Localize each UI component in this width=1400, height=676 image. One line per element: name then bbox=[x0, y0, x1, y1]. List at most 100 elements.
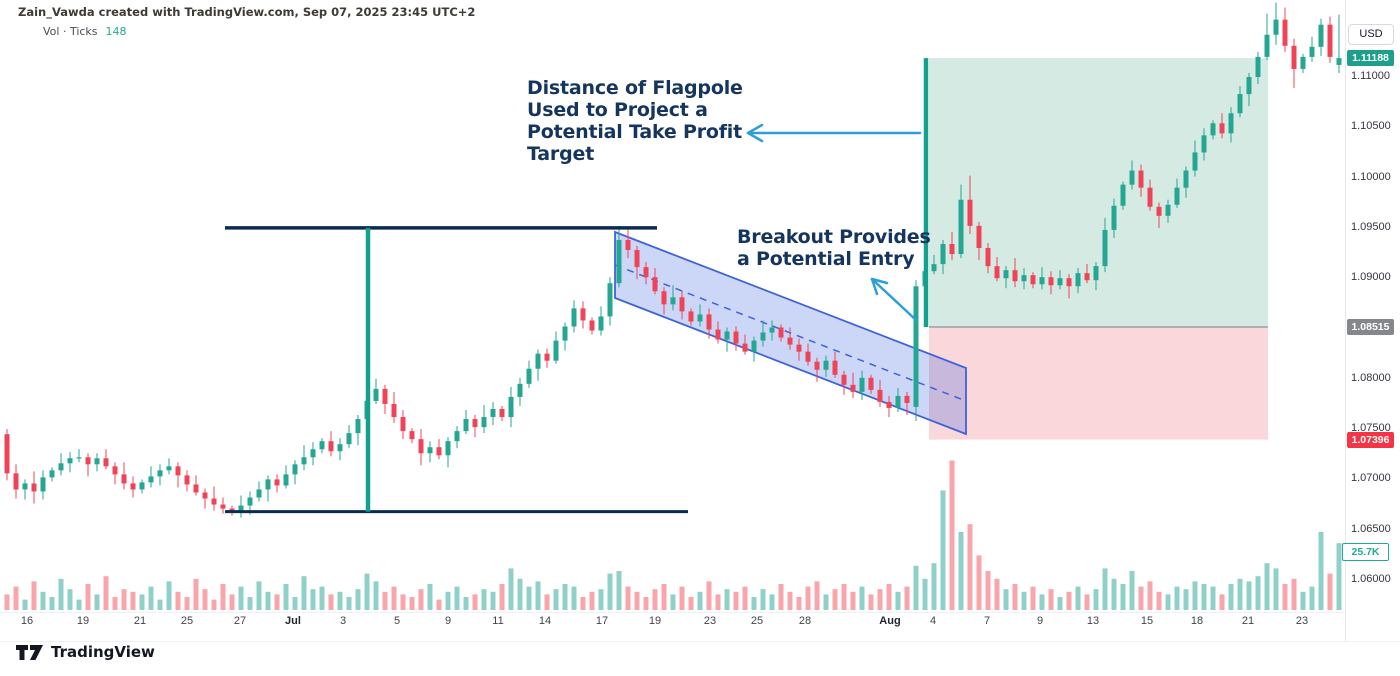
volume-bar bbox=[454, 586, 460, 610]
candle-body bbox=[1210, 123, 1216, 136]
volume-bar bbox=[499, 584, 505, 610]
flagpole-annotation[interactable]: Distance of Flagpole Used to Project a P… bbox=[527, 77, 743, 165]
price-label: 1.10500 bbox=[1351, 120, 1391, 133]
candle bbox=[1120, 181, 1126, 210]
stop-zone[interactable] bbox=[929, 326, 1268, 440]
volume-bar bbox=[283, 584, 289, 610]
volume-bar bbox=[1183, 589, 1189, 610]
candle bbox=[1183, 166, 1189, 198]
tradingview-logo[interactable]: TradingView bbox=[16, 643, 155, 661]
candle bbox=[4, 429, 10, 481]
volume-bar bbox=[994, 578, 1000, 610]
candle bbox=[274, 474, 280, 493]
volume-indicator[interactable]: Vol · Ticks 148 bbox=[43, 25, 127, 38]
candle bbox=[337, 438, 343, 461]
candle-body bbox=[301, 457, 307, 465]
flagpole-distance-arrow-head bbox=[746, 123, 764, 143]
candle bbox=[1147, 179, 1153, 211]
volume-bar bbox=[1165, 594, 1171, 610]
volume-bar bbox=[337, 591, 343, 610]
candle bbox=[850, 372, 856, 398]
price-axis[interactable]: USD 1.11000 1.10500 1.10000 1.09500 1.09000 1… bbox=[1342, 0, 1400, 641]
volume-bar bbox=[121, 589, 127, 610]
candle-body bbox=[1264, 34, 1270, 57]
candle bbox=[1021, 268, 1027, 290]
candle bbox=[283, 465, 289, 489]
candle-body bbox=[643, 267, 649, 278]
breakout-entry-arrow[interactable] bbox=[870, 277, 918, 322]
volume-layer bbox=[4, 460, 1342, 610]
currency-button[interactable]: USD bbox=[1348, 24, 1394, 45]
volume-bar bbox=[733, 591, 739, 610]
volume-bar bbox=[850, 591, 856, 610]
volume-bar bbox=[472, 594, 478, 610]
volume-bar bbox=[1255, 576, 1261, 610]
candle-body bbox=[319, 441, 325, 450]
candle bbox=[1030, 272, 1036, 289]
volume-bar bbox=[67, 589, 73, 610]
time-label-month: Aug bbox=[879, 615, 901, 627]
candle-body bbox=[355, 419, 361, 434]
volume-bar bbox=[1174, 586, 1180, 610]
candle-body bbox=[337, 444, 343, 452]
candle-body bbox=[31, 483, 37, 492]
volume-bar bbox=[229, 594, 235, 610]
volume-bar bbox=[949, 460, 955, 610]
candle-body bbox=[166, 466, 172, 471]
candle-body bbox=[1075, 273, 1081, 287]
candle-body bbox=[103, 458, 109, 467]
volume-bar bbox=[562, 584, 568, 610]
candle-body bbox=[562, 326, 568, 341]
price-label: 1.08000 bbox=[1351, 371, 1391, 384]
volume-bar bbox=[976, 555, 982, 610]
candle-body bbox=[1021, 275, 1027, 282]
candle-body bbox=[1282, 19, 1288, 46]
volume-bar bbox=[1012, 584, 1018, 610]
time-label: 27 bbox=[233, 615, 247, 627]
candle-body bbox=[490, 408, 496, 418]
breakout-annotation[interactable]: Breakout Provides a Potential Entry bbox=[737, 226, 931, 270]
target-zone[interactable] bbox=[929, 58, 1268, 327]
candle bbox=[1174, 178, 1180, 208]
stop-level-badge: 1.07396 bbox=[1347, 431, 1394, 448]
volume-bar bbox=[778, 584, 784, 610]
candle bbox=[94, 453, 100, 472]
candle bbox=[1291, 38, 1297, 89]
volume-bar bbox=[247, 597, 253, 610]
candle bbox=[436, 439, 442, 460]
candle-body bbox=[463, 419, 469, 432]
volume-bar bbox=[238, 586, 244, 610]
candle bbox=[895, 387, 901, 412]
volume-bar bbox=[364, 573, 370, 610]
volume-bar bbox=[553, 589, 559, 610]
volume-bar bbox=[787, 591, 793, 610]
candle-wick bbox=[1338, 14, 1340, 73]
time-axis[interactable]: 16 19 21 25 27 Jul 3 5 9 11 14 17 19 23 25 28 Aug 4 7 9 13 15… bbox=[0, 613, 1345, 641]
volume-bar bbox=[1237, 578, 1243, 610]
candle-body bbox=[1300, 56, 1306, 69]
candle-body bbox=[1165, 204, 1171, 216]
volume-bar bbox=[85, 584, 91, 610]
candle bbox=[1093, 262, 1099, 291]
candle bbox=[85, 453, 91, 477]
candle-body bbox=[427, 447, 433, 454]
volume-bar bbox=[211, 599, 217, 610]
candle bbox=[742, 334, 748, 355]
volume-bar bbox=[805, 586, 811, 610]
candle-body bbox=[679, 297, 685, 312]
candle bbox=[265, 475, 271, 502]
candle bbox=[499, 405, 505, 422]
volume-bar bbox=[1120, 584, 1126, 610]
volume-bar bbox=[841, 584, 847, 610]
time-label: 18 bbox=[1190, 615, 1204, 627]
candle bbox=[49, 467, 55, 482]
candle-body bbox=[895, 395, 901, 408]
candle-body bbox=[1237, 94, 1243, 114]
volume-bar bbox=[355, 589, 361, 610]
flagpole-distance-arrow[interactable] bbox=[746, 123, 922, 143]
candle bbox=[931, 255, 937, 275]
candle-body bbox=[1273, 19, 1279, 35]
candle bbox=[715, 321, 721, 344]
candle bbox=[292, 460, 298, 485]
